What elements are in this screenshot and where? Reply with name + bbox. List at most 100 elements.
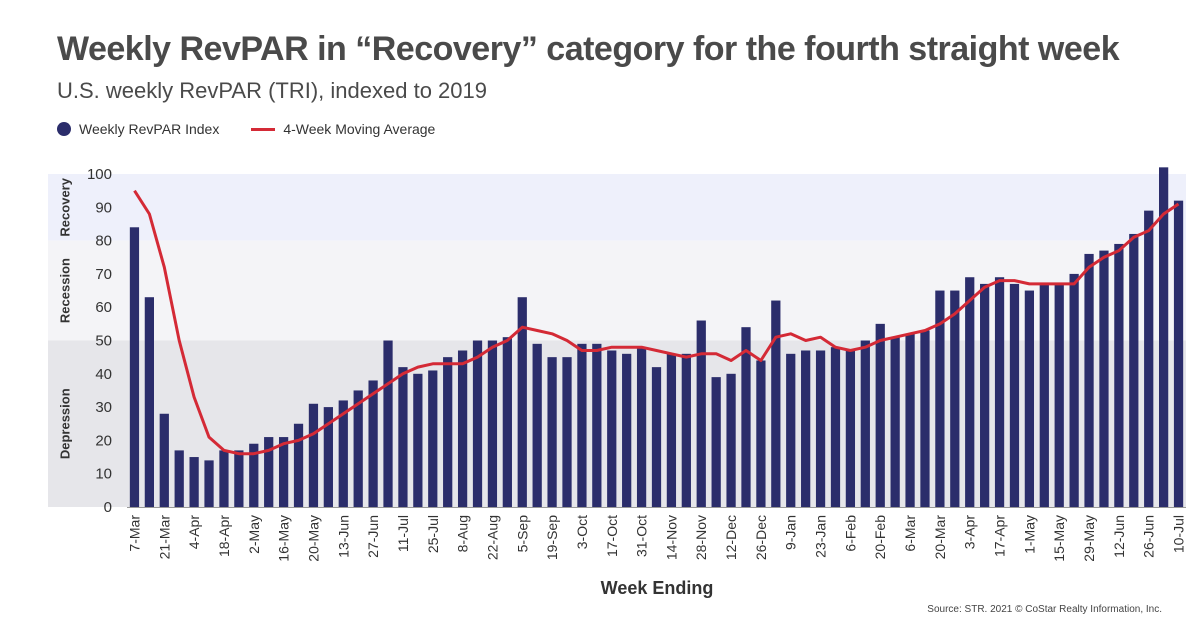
- y-tick-label: 30: [95, 399, 112, 416]
- bar-weekly-revpar: [905, 333, 915, 507]
- bar-weekly-revpar: [443, 357, 453, 507]
- y-tick-label: 10: [95, 466, 112, 483]
- legend-item-line: 4-Week Moving Average: [251, 121, 435, 137]
- bar-weekly-revpar: [965, 277, 975, 507]
- y-tick-label: 20: [95, 432, 112, 449]
- bar-weekly-revpar: [1054, 283, 1064, 507]
- x-tick-label: 23-Jan: [813, 515, 829, 558]
- bar-weekly-revpar: [771, 300, 781, 507]
- y-tick-label: 80: [95, 233, 112, 250]
- x-tick-label: 16-May: [276, 515, 292, 562]
- x-tick-label: 9-Jan: [783, 515, 799, 550]
- bar-weekly-revpar: [368, 380, 378, 507]
- bar-weekly-revpar: [1024, 290, 1035, 507]
- bar-weekly-revpar: [249, 443, 259, 507]
- y-tick-label: 40: [95, 366, 112, 383]
- bar-weekly-revpar: [681, 353, 691, 507]
- bar-weekly-revpar: [592, 343, 602, 507]
- source-note: Source: STR. 2021 © CoStar Realty Inform…: [927, 604, 1162, 615]
- bar-weekly-revpar: [338, 400, 348, 507]
- x-tick-label: 26-Dec: [753, 515, 769, 560]
- legend-label-line: 4-Week Moving Average: [283, 121, 436, 137]
- bar-weekly-revpar: [1114, 243, 1124, 507]
- bar-weekly-revpar: [786, 353, 796, 507]
- x-tick-label: 31-Oct: [634, 515, 650, 557]
- x-tick-label: 22-Aug: [484, 515, 500, 560]
- bar-weekly-revpar: [830, 347, 841, 507]
- x-tick-label: 20-Mar: [932, 515, 948, 560]
- bar-weekly-revpar: [1159, 167, 1169, 507]
- bar-weekly-revpar: [457, 350, 468, 507]
- bar-weekly-revpar: [413, 373, 423, 507]
- x-tick-label: 3-Oct: [574, 515, 590, 549]
- bar-weekly-revpar: [1069, 273, 1079, 507]
- bar-weekly-revpar: [129, 227, 140, 507]
- x-tick-label: 27-Jun: [365, 515, 381, 558]
- bar-weekly-revpar: [860, 340, 870, 507]
- bar-weekly-revpar: [994, 277, 1005, 507]
- x-tick-label: 13-Jun: [335, 515, 351, 558]
- bar-weekly-revpar: [1144, 210, 1154, 507]
- band-recovery: [48, 174, 1186, 241]
- chart-title: Weekly RevPAR in “Recovery” category for…: [57, 30, 1120, 68]
- bar-weekly-revpar: [353, 390, 363, 507]
- x-tick-label: 28-Nov: [693, 515, 709, 560]
- bar-weekly-revpar: [920, 330, 930, 507]
- y-tick-label: 70: [95, 266, 112, 283]
- bar-weekly-revpar: [741, 327, 751, 507]
- bar-weekly-revpar: [950, 290, 960, 507]
- band-label-depression: Depression: [57, 388, 72, 459]
- x-tick-label: 17-Apr: [992, 515, 1008, 557]
- bar-weekly-revpar: [323, 407, 333, 507]
- x-axis-title: Week Ending: [601, 578, 714, 598]
- bar-weekly-revpar: [502, 337, 512, 507]
- bar-weekly-revpar: [711, 377, 721, 507]
- legend-item-bars: Weekly RevPAR Index: [57, 121, 219, 137]
- x-tick-label: 5-Sep: [514, 515, 530, 553]
- bar-weekly-revpar: [1129, 233, 1139, 507]
- bar-weekly-revpar: [622, 353, 632, 507]
- y-tick-label: 60: [95, 299, 112, 316]
- x-tick-label: 6-Feb: [842, 515, 858, 552]
- bar-weekly-revpar: [174, 450, 184, 507]
- bar-weekly-revpar: [875, 323, 885, 507]
- bar-weekly-revpar: [308, 403, 319, 507]
- bar-weekly-revpar: [547, 357, 557, 507]
- y-tick-label: 90: [95, 199, 112, 216]
- x-tick-label: 18-Apr: [216, 515, 232, 557]
- x-tick-label: 29-May: [1081, 515, 1097, 562]
- bar-weekly-revpar: [487, 340, 498, 507]
- bar-weekly-revpar: [293, 423, 304, 507]
- x-tick-label: 17-Oct: [604, 515, 620, 557]
- bar-weekly-revpar: [666, 353, 677, 507]
- bar-weekly-revpar: [278, 437, 289, 507]
- bar-weekly-revpar: [219, 450, 229, 507]
- bar-weekly-revpar: [562, 357, 572, 507]
- legend-swatch-line: [251, 127, 276, 131]
- chart-subtitle: U.S. weekly RevPAR (TRI), indexed to 201…: [57, 78, 487, 103]
- x-tick-label: 6-Mar: [902, 515, 918, 552]
- x-tick-label: 12-Jun: [1111, 515, 1127, 558]
- x-tick-label: 2-May: [246, 515, 262, 554]
- x-tick-label: 26-Jun: [1141, 515, 1157, 558]
- bar-weekly-revpar: [980, 283, 990, 507]
- bar-weekly-revpar: [398, 367, 408, 507]
- x-tick-label: 11-Jul: [395, 515, 411, 552]
- bar-weekly-revpar: [189, 457, 199, 507]
- bar-weekly-revpar: [890, 337, 900, 507]
- bar-weekly-revpar: [472, 340, 483, 507]
- bar-weekly-revpar: [383, 340, 393, 507]
- x-tick-label: 10-Jul: [1171, 515, 1187, 553]
- bar-weekly-revpar: [726, 373, 736, 507]
- y-tick-label: 0: [104, 499, 112, 516]
- x-tick-label: 21-Mar: [156, 515, 172, 560]
- bar-weekly-revpar: [159, 413, 169, 507]
- bar-weekly-revpar: [204, 460, 214, 507]
- bar-weekly-revpar: [636, 347, 647, 507]
- bar-weekly-revpar: [577, 343, 587, 507]
- y-tick-label: 50: [95, 333, 112, 350]
- x-tick-label: 8-Aug: [455, 515, 471, 552]
- legend: Weekly RevPAR Index 4-Week Moving Averag…: [57, 119, 467, 139]
- band-label-recovery: Recovery: [57, 177, 72, 236]
- moving-average-line: [133, 189, 1180, 456]
